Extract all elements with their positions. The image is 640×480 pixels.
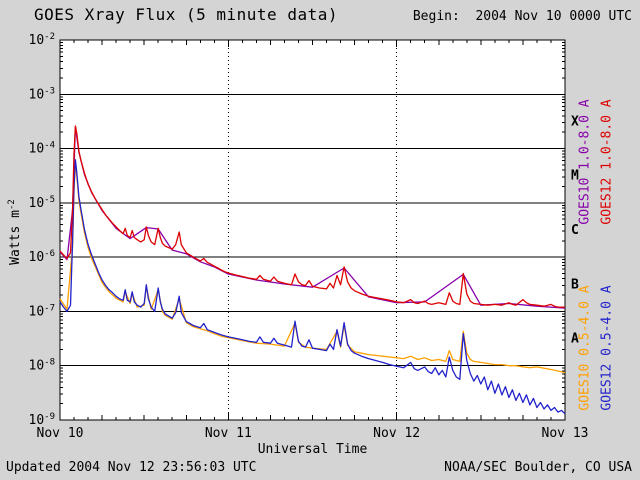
- series-goes12-short-line: [59, 159, 566, 415]
- x-tick-label: Nov 10: [37, 426, 84, 441]
- flare-class-letter: B: [571, 277, 579, 292]
- series-goes10-short-line: [59, 163, 566, 374]
- x-tick-label: Nov 11: [205, 426, 252, 441]
- x-tick-label: Nov 12: [373, 426, 420, 441]
- y-tick-label: 10-6: [29, 249, 56, 265]
- y-axis-label: Watts m-2: [7, 199, 23, 265]
- flare-class-letter: M: [571, 169, 579, 184]
- y-tick-label: 10-3: [29, 86, 56, 102]
- y-tick-label: 10-9: [29, 412, 56, 428]
- begin-timestamp: Begin: 2004 Nov 10 0000 UTC: [412, 9, 632, 24]
- y-tick-label: 10-4: [29, 141, 56, 157]
- updated-timestamp: Updated 2004 Nov 12 23:56:03 UTC: [6, 460, 257, 475]
- flare-class-letter: X: [571, 114, 579, 129]
- y-tick-label: 10-8: [29, 358, 56, 374]
- y-axis-label-exponent: -2: [6, 199, 17, 211]
- series-goes12-long-line: [59, 125, 565, 308]
- plot-area: [60, 40, 565, 420]
- legend-goes10-short-label: GOES10 0.5-4.0 A: [577, 285, 593, 411]
- legend-goes12-short-label: GOES12 0.5-4.0 A: [599, 285, 615, 411]
- chart-title: GOES Xray Flux (5 minute data): [34, 5, 338, 24]
- y-tick-label: 10-7: [29, 303, 56, 319]
- x-tick-label: Nov 13: [542, 426, 589, 441]
- y-tick-label: 10-2: [29, 32, 56, 48]
- flare-class-letter: C: [571, 223, 579, 238]
- data-source: NOAA/SEC Boulder, CO USA: [444, 460, 632, 475]
- plot-frame: [59, 39, 566, 421]
- y-axis-label-base: Watts m: [8, 210, 24, 265]
- flare-class-letter: A: [571, 332, 579, 347]
- legend-goes12-long-label: GOES12 1.0-8.0 A: [599, 99, 615, 225]
- y-tick-label: 10-5: [29, 195, 56, 211]
- legend-goes10-long-label: GOES10 1.0-8.0 A: [577, 99, 593, 225]
- x-axis-label: Universal Time: [257, 442, 368, 457]
